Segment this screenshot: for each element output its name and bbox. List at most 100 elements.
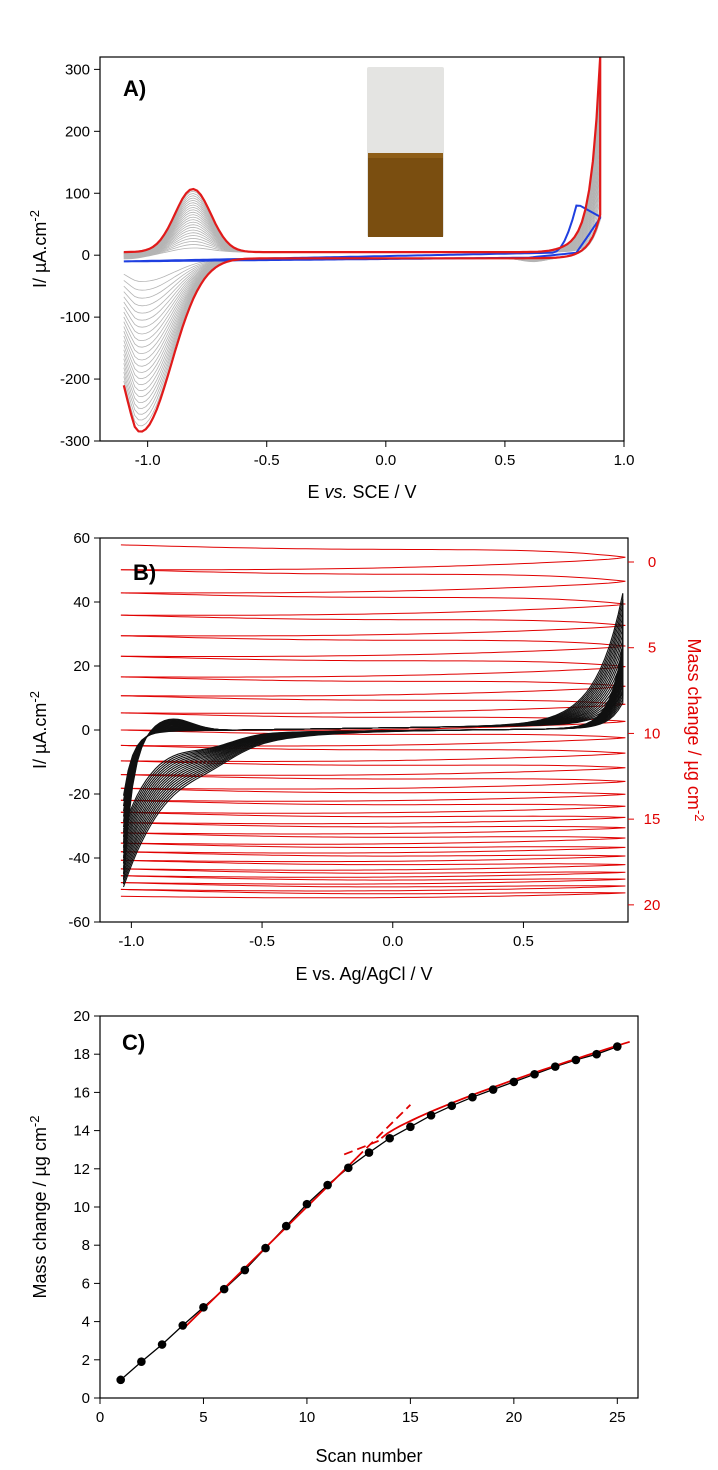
- y2-tick-label: 5: [648, 640, 656, 657]
- data-point: [488, 1085, 498, 1094]
- panel-c-frame: [99, 1015, 639, 1399]
- y-tick-label: 14: [73, 1123, 90, 1140]
- panel-a-frame: [99, 56, 625, 442]
- y2-tick-label: 20: [644, 897, 661, 914]
- x-tick-label: 5: [199, 1409, 207, 1426]
- y-tick-label: -20: [68, 786, 90, 803]
- cv-cycle-gray: [123, 68, 601, 421]
- panel-a-x-axis-label: E vs. SCE / V: [307, 482, 416, 502]
- data-point: [302, 1199, 312, 1209]
- cv-last-cycle-red: [122, 56, 602, 433]
- fit-late-extension: [343, 1138, 382, 1156]
- linear-fit-initial-extension: [355, 1104, 412, 1159]
- vial-film-edge: [368, 153, 443, 158]
- y-tick-label: 0: [82, 1390, 90, 1407]
- y-tick-label: -60: [68, 914, 90, 931]
- data-point: [447, 1101, 457, 1111]
- data-point: [219, 1284, 229, 1294]
- cv-cycle-black: [122, 604, 624, 881]
- data-point: [571, 1055, 581, 1065]
- data-point: [281, 1221, 291, 1231]
- mass-change-loop: [120, 712, 626, 731]
- data-point: [323, 1180, 332, 1190]
- mass-change-loop: [120, 822, 626, 835]
- data-point: [385, 1133, 394, 1143]
- cv-cycle-black: [122, 633, 624, 864]
- data-point: [199, 1302, 208, 1312]
- data-point: [240, 1265, 250, 1275]
- x-tick-label: 25: [609, 1409, 626, 1426]
- panel-a-y-axis-label: I/ µA.cm-2: [27, 210, 50, 288]
- mass-change-loop: [120, 760, 626, 776]
- y-tick-label: 10: [73, 1199, 90, 1216]
- x-tick-label: -0.5: [254, 452, 280, 469]
- y-tick-label: 16: [73, 1084, 90, 1101]
- panel-c-x-axis-label: Scan number: [315, 1446, 422, 1466]
- panel-b-y-axis-label: I/ µA.cm-2: [27, 691, 50, 769]
- x-tick-label: 20: [506, 1409, 523, 1426]
- y-tick-label: 20: [73, 1008, 90, 1025]
- y2-tick-label: 15: [644, 811, 661, 828]
- y-tick-label: -40: [68, 850, 90, 867]
- fit-late: [380, 1040, 630, 1139]
- x-tick-label: 0.0: [375, 452, 396, 469]
- y-tick-label: 40: [73, 594, 90, 611]
- data-point: [530, 1069, 539, 1079]
- data-point: [550, 1062, 560, 1071]
- data-point: [178, 1321, 188, 1330]
- mass-change-loop: [120, 592, 626, 616]
- vial-deposit-film: [368, 153, 443, 237]
- x-tick-label: 0.0: [382, 933, 403, 950]
- y2-tick-label: 10: [644, 725, 661, 742]
- mass-change-loop: [120, 859, 626, 871]
- y-tick-label: 8: [82, 1237, 90, 1254]
- panel-b-right-axis-label: Mass change / µg cm-2: [684, 638, 707, 821]
- x-tick-label: -1.0: [135, 452, 161, 469]
- data-point: [592, 1049, 601, 1059]
- cv-cycle-gray: [123, 62, 601, 427]
- x-tick-label: 15: [402, 1409, 419, 1426]
- x-tick-label: -1.0: [118, 933, 144, 950]
- panel-b-label: B): [133, 560, 156, 585]
- mass-change-loop: [120, 676, 626, 697]
- y-tick-label: 12: [73, 1161, 90, 1178]
- mass-vs-scan-line: [120, 1045, 618, 1381]
- x-tick-label: 0: [96, 1409, 104, 1426]
- y-tick-label: -300: [60, 433, 90, 450]
- mass-change-loop: [120, 569, 626, 594]
- mass-change-loop: [120, 695, 626, 714]
- panel-c-label: C): [122, 1030, 145, 1055]
- cv-cycle-black: [122, 593, 624, 888]
- mass-change-loop: [120, 744, 626, 762]
- data-point: [613, 1042, 622, 1051]
- data-point: [406, 1122, 415, 1132]
- x-tick-label: 0.5: [513, 933, 534, 950]
- y-tick-label: 200: [65, 123, 90, 140]
- panel-c-chart: 0 5 10 15 20 25 0 2 4 6 8 10 12 14 16 18 20 C) Scan numb…: [27, 1008, 639, 1466]
- data-point: [468, 1092, 477, 1102]
- x-tick-label: 0.5: [494, 452, 515, 469]
- y-tick-label: 18: [73, 1046, 90, 1063]
- panel-c-y-axis-label: Mass change / µg cm-2: [27, 1115, 50, 1298]
- data-point: [116, 1375, 125, 1385]
- mass-change-loop: [120, 868, 626, 878]
- y-tick-label: -200: [60, 371, 90, 388]
- mass-change-loop: [120, 799, 626, 814]
- y-tick-label: -100: [60, 309, 90, 326]
- y-tick-label: 100: [65, 185, 90, 202]
- mass-change-loop: [120, 875, 626, 885]
- mass-change-loop: [120, 544, 626, 571]
- data-point: [426, 1111, 436, 1120]
- y2-tick-label: 0: [648, 554, 656, 571]
- mass-change-loop: [120, 851, 626, 863]
- y-tick-label: 0: [82, 247, 90, 264]
- x-tick-label: -0.5: [249, 933, 275, 950]
- data-point: [157, 1340, 167, 1349]
- data-point: [344, 1163, 353, 1173]
- panel-a-chart: -1.0 -0.5 0.0 0.5 1.0-300-200-1000100200300 …: [27, 56, 634, 502]
- mass-change-loop: [120, 882, 626, 892]
- y-tick-label: 60: [73, 530, 90, 547]
- y-tick-label: 0: [82, 722, 90, 739]
- mass-change-loop: [120, 655, 626, 678]
